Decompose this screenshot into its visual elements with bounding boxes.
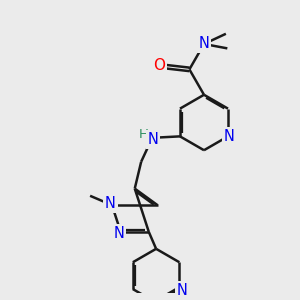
Text: N: N <box>199 36 209 51</box>
Text: N: N <box>176 283 187 298</box>
Text: N: N <box>147 132 158 147</box>
Text: N: N <box>224 129 235 144</box>
Text: O: O <box>153 58 165 73</box>
Text: N: N <box>105 196 116 211</box>
Text: N: N <box>114 226 125 241</box>
Text: H: H <box>139 128 149 141</box>
